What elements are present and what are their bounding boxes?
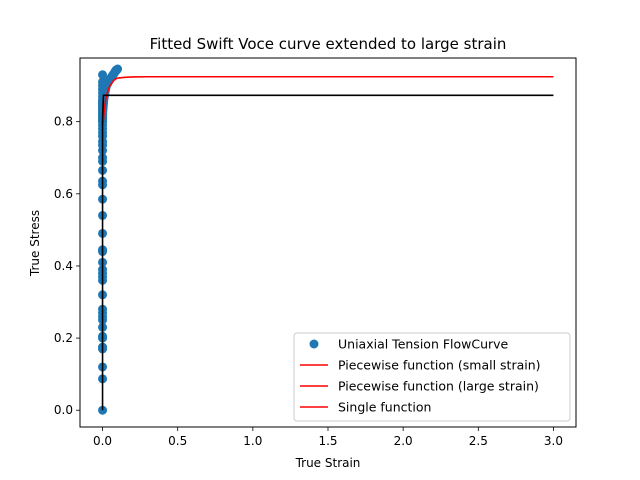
x-tick-label: 3.0 [544,434,563,448]
chart-title: Fitted Swift Voce curve extended to larg… [150,35,507,53]
series-line-4 [101,94,554,411]
data-point [112,65,122,75]
legend-label: Single function [338,400,431,415]
plot-area [98,64,554,415]
legend-label: Piecewise function (small strain) [338,358,541,373]
series-line-1 [101,77,118,126]
x-tick-label: 2.5 [469,434,488,448]
x-tick-label: 1.0 [243,434,262,448]
legend: Uniaxial Tension FlowCurve Piecewise func… [293,332,571,422]
x-tick-label: 0.5 [168,434,187,448]
legend-marker [309,339,319,349]
series-line-2 [117,75,554,79]
x-tick-label: 2.0 [394,434,413,448]
y-tick-label: 0.4 [54,259,73,273]
y-tick-label: 0.8 [54,115,73,129]
y-axis-label: True Stress [28,210,42,277]
legend-label: Uniaxial Tension FlowCurve [338,337,509,352]
x-tick-label: 1.5 [318,434,337,448]
y-tick-label: 0.2 [54,331,73,345]
legend-box [293,332,571,422]
x-axis-label: True Strain [295,456,361,470]
data-point [98,70,108,80]
x-axis-ticks: 0.0 0.5 1.0 1.5 2.0 2.5 3.0 [93,427,563,448]
x-tick-label: 0.0 [93,434,112,448]
legend-label: Piecewise function (large strain) [338,379,539,394]
y-tick-label: 0.6 [54,187,73,201]
y-tick-label: 0.0 [54,403,73,417]
y-axis-ticks: 0.0 0.2 0.4 0.6 0.8 [54,115,80,417]
